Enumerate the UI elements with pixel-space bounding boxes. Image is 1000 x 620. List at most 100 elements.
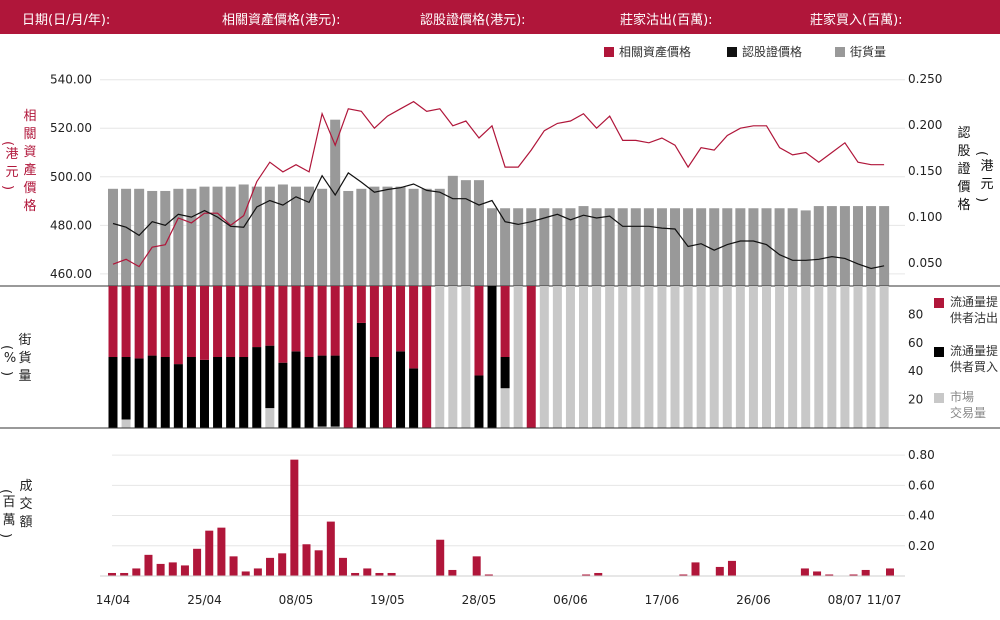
market-volume-bar bbox=[696, 286, 706, 428]
right-axis-tick: 0.200 bbox=[908, 118, 942, 132]
turnover-bar bbox=[229, 556, 238, 576]
outstanding-bar bbox=[134, 188, 145, 286]
bottom-axis-tick: 0.80 bbox=[908, 448, 935, 462]
right-top-axis-title-char: 格 bbox=[957, 198, 971, 213]
buy-volume-bar bbox=[173, 364, 183, 428]
header-buy-label: 莊家買入(百萬): bbox=[810, 13, 903, 28]
turnover-bar bbox=[193, 548, 202, 576]
legend-outstanding: 街貨量 bbox=[835, 43, 886, 60]
outstanding-bar bbox=[735, 208, 746, 286]
left-bottom-axis-title: 成交額 bbox=[18, 478, 34, 532]
turnover-bar bbox=[861, 569, 870, 576]
turnover-bar bbox=[363, 568, 372, 576]
outstanding-bar bbox=[251, 186, 262, 286]
right-axis-tick: 0.100 bbox=[908, 210, 942, 224]
sell-volume-bar bbox=[396, 286, 406, 352]
market-volume-bar bbox=[121, 419, 131, 428]
market-volume-bar bbox=[735, 286, 745, 428]
sell-volume-bar bbox=[304, 286, 314, 357]
outstanding-bar bbox=[421, 188, 432, 286]
sell-volume-bar bbox=[291, 286, 301, 352]
x-axis-date-tick: 25/04 bbox=[187, 593, 222, 607]
left-top-axis-title-char: 價 bbox=[23, 181, 37, 196]
outstanding-bar bbox=[761, 208, 772, 286]
right-top-axis-title-char: 證 bbox=[957, 162, 971, 177]
turnover-bar bbox=[351, 572, 360, 576]
turnover-bar bbox=[326, 521, 335, 576]
buy-volume-bar bbox=[291, 351, 301, 428]
x-axis-date-tick: 17/06 bbox=[645, 593, 680, 607]
left-axis-tick: 480.00 bbox=[50, 218, 92, 232]
outstanding-bar bbox=[160, 190, 171, 286]
turnover-bar bbox=[156, 563, 165, 576]
left-mid-axis-title: 街貨量 bbox=[17, 332, 33, 386]
outstanding-bar bbox=[591, 208, 602, 286]
left-mid-axis-unit: % bbox=[2, 350, 18, 368]
right-top-axis-unit-char: 港 bbox=[980, 159, 994, 174]
left-top-axis-title-char: 產 bbox=[23, 163, 37, 178]
turnover-bar bbox=[241, 571, 250, 576]
outstanding-bar bbox=[643, 208, 654, 286]
turnover-bar bbox=[290, 459, 299, 576]
turnover-bar bbox=[168, 562, 177, 576]
turnover-bar bbox=[448, 569, 457, 576]
turnover-bar bbox=[727, 560, 736, 576]
sell-volume-bar bbox=[108, 286, 118, 357]
left-axis-tick: 520.00 bbox=[50, 121, 92, 135]
right-top-axis-title: 認股證價格 bbox=[956, 125, 972, 215]
buy-volume-bar bbox=[199, 359, 209, 428]
outstanding-bar bbox=[578, 206, 589, 286]
outstanding-bar bbox=[408, 188, 419, 286]
market-volume-bar bbox=[552, 286, 562, 428]
sell-volume-bar bbox=[474, 286, 484, 376]
sell-volume-bar bbox=[239, 286, 249, 357]
left-mid-axis-title-char: 貨 bbox=[18, 351, 32, 366]
outstanding-bar bbox=[565, 208, 576, 286]
market-volume-bar bbox=[788, 286, 798, 428]
buy-volume-bar bbox=[239, 357, 249, 428]
legend-warrant-swatch bbox=[727, 47, 737, 57]
outstanding-bar bbox=[369, 186, 380, 286]
outstanding-bar bbox=[513, 208, 524, 286]
turnover-bar bbox=[217, 527, 226, 576]
turnover-bar bbox=[205, 530, 214, 576]
right-top-axis-unit: 港元 bbox=[979, 158, 995, 194]
market-volume-bar bbox=[265, 408, 275, 428]
outstanding-bar bbox=[539, 208, 550, 286]
market-volume-bar bbox=[448, 286, 458, 428]
mid-axis-tick: 20 bbox=[908, 393, 923, 407]
market-volume-bar bbox=[461, 286, 471, 428]
outstanding-bar bbox=[473, 180, 484, 286]
market-volume-bar bbox=[435, 286, 445, 428]
sell-volume-bar bbox=[330, 286, 340, 356]
turnover-bar bbox=[314, 550, 323, 576]
left-mid-axis-title-char: 街 bbox=[18, 333, 32, 348]
outstanding-bar bbox=[121, 188, 132, 286]
legend-warrant: 認股證價格 bbox=[727, 43, 802, 60]
buy-volume-bar bbox=[147, 355, 157, 428]
turnover-bar bbox=[180, 565, 189, 576]
sell-volume-bar bbox=[160, 286, 170, 357]
right-legend-buy-label: 流通量提 供者買入 bbox=[950, 344, 999, 374]
header-warrant-price-label: 認股證價格(港元): bbox=[420, 13, 526, 28]
sell-volume-bar bbox=[121, 286, 131, 357]
buy-volume-bar bbox=[500, 357, 510, 389]
outstanding-bar bbox=[787, 208, 798, 286]
buy-volume-bar bbox=[134, 358, 144, 428]
market-volume-bar bbox=[631, 286, 641, 428]
legend-asset-label: 相關資產價格 bbox=[619, 45, 692, 59]
market-volume-bar bbox=[683, 286, 693, 428]
turnover-bar bbox=[375, 572, 384, 576]
market-volume-bar bbox=[722, 286, 732, 428]
left-mid-axis-title-char: 量 bbox=[18, 369, 32, 384]
left-bottom-axis-unit: 百萬 bbox=[1, 494, 17, 530]
outstanding-bar bbox=[147, 190, 158, 286]
mid-axis-tick: 60 bbox=[908, 336, 923, 350]
bottom-axis-tick: 0.40 bbox=[908, 509, 935, 523]
buy-volume-bar bbox=[409, 368, 419, 428]
right-legend-market-swatch bbox=[934, 393, 944, 403]
outstanding-bar bbox=[199, 186, 210, 286]
sell-volume-bar bbox=[409, 286, 419, 369]
mid-axis-tick: 80 bbox=[908, 307, 923, 321]
outstanding-bar bbox=[277, 184, 288, 286]
